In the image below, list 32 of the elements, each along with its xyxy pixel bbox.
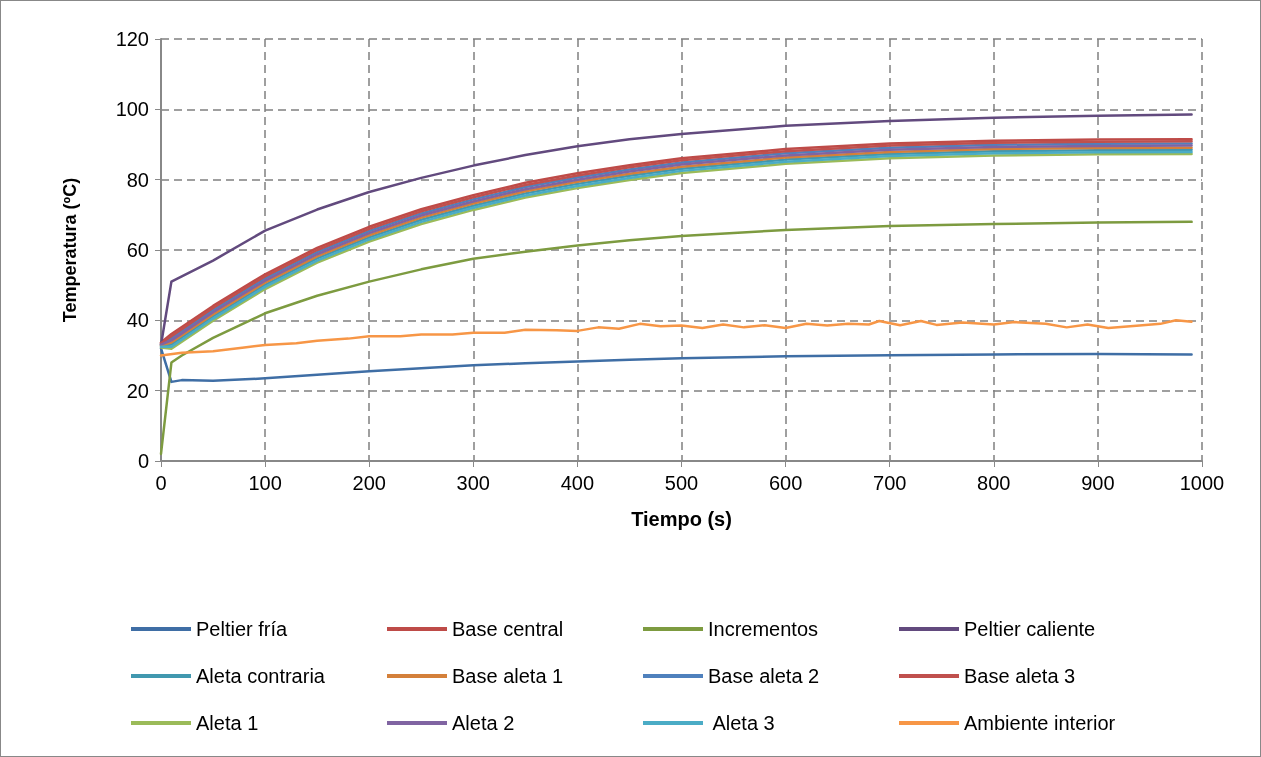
legend-label: Incrementos [708, 618, 819, 640]
legend-label: Aleta 1 [196, 712, 259, 734]
y-tick-label: 40 [126, 309, 149, 332]
x-tick-label: 1000 [1179, 472, 1225, 494]
legend-label: Aleta 3 [708, 712, 775, 734]
legend-label: Base aleta 1 [452, 665, 564, 687]
x-tick-label: 800 [977, 472, 1011, 494]
y-tick-label: 0 [137, 450, 149, 472]
y-axis-title: Temperatura (ºC) [60, 177, 80, 323]
legend-label: Base aleta 2 [708, 665, 820, 687]
legend-label: Base aleta 3 [964, 665, 1076, 687]
legend-label: Aleta 2 [452, 712, 515, 734]
x-tick-label: 200 [352, 472, 386, 494]
y-tick-label: 80 [126, 168, 149, 191]
x-tick-label: 0 [155, 472, 167, 494]
x-tick-label: 500 [664, 472, 699, 494]
x-tick-label: 300 [456, 472, 490, 494]
y-tick-label: 100 [115, 98, 149, 121]
y-tick-label: 60 [126, 239, 149, 261]
x-tick-label: 700 [873, 472, 907, 494]
legend-label: Peltier fría [196, 618, 289, 640]
x-tick-label: 400 [560, 472, 595, 494]
x-axis-title: Tiempo (s) [631, 508, 732, 530]
x-tick-label: 600 [768, 472, 803, 494]
legend-label: Peltier caliente [964, 618, 1096, 640]
y-tick-label: 20 [126, 379, 149, 402]
legend-label: Base central [452, 618, 564, 640]
x-tick-label: 900 [1081, 472, 1115, 494]
y-tick-label: 120 [115, 28, 149, 50]
legend-label: Ambiente interior [964, 712, 1116, 734]
legend-label: Aleta contraria [196, 665, 326, 687]
x-tick-label: 100 [248, 472, 282, 494]
